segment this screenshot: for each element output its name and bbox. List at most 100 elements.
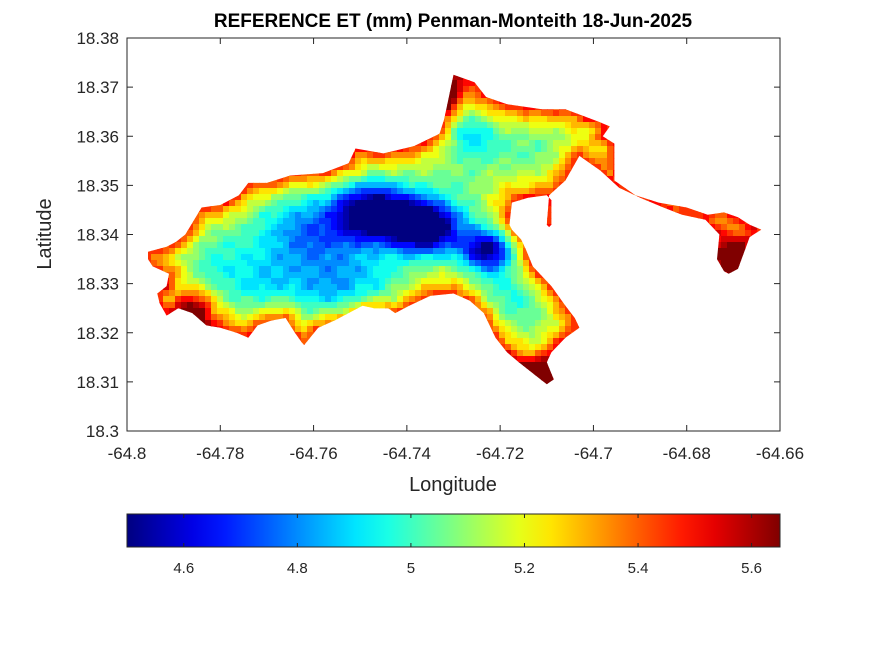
- et-cell: [457, 188, 464, 195]
- et-cell: [379, 188, 386, 195]
- et-cell: [445, 236, 452, 243]
- et-cell: [559, 308, 566, 315]
- et-cell: [451, 74, 458, 81]
- et-cell: [181, 254, 188, 261]
- et-cell: [319, 212, 326, 219]
- et-cell: [319, 302, 326, 309]
- et-cell: [343, 284, 350, 291]
- et-cell: [481, 92, 488, 99]
- et-cell: [439, 230, 446, 237]
- et-cell: [727, 212, 734, 219]
- et-cell: [511, 260, 518, 267]
- et-cell: [475, 236, 482, 243]
- et-cell: [559, 134, 566, 141]
- et-cell: [511, 290, 518, 297]
- et-cell: [235, 212, 242, 219]
- et-cell: [427, 236, 434, 243]
- et-cell: [271, 296, 278, 303]
- et-cell: [259, 182, 266, 189]
- et-cell: [505, 242, 512, 249]
- et-cell: [637, 194, 644, 201]
- et-cell: [385, 284, 392, 291]
- et-cell: [523, 116, 530, 123]
- et-cell: [373, 236, 380, 243]
- et-cell: [295, 212, 302, 219]
- et-cell: [241, 188, 248, 195]
- et-cell: [499, 332, 506, 339]
- et-cell: [517, 314, 524, 321]
- et-cell: [163, 302, 170, 309]
- et-cell: [535, 116, 542, 123]
- et-cell: [211, 242, 218, 249]
- et-cell: [403, 176, 410, 183]
- et-cell: [463, 206, 470, 213]
- et-cell: [283, 236, 290, 243]
- et-cell: [217, 278, 224, 285]
- et-cell: [361, 152, 368, 159]
- et-cell: [385, 170, 392, 177]
- et-cell: [433, 188, 440, 195]
- et-cell: [463, 98, 470, 105]
- et-cell: [301, 200, 308, 207]
- et-cell: [373, 182, 380, 189]
- et-cell: [349, 218, 356, 225]
- et-cell: [397, 188, 404, 195]
- et-cell: [391, 194, 398, 201]
- et-cell: [439, 272, 446, 279]
- et-cell: [553, 290, 560, 297]
- et-cell: [211, 236, 218, 243]
- et-cell: [511, 344, 518, 351]
- et-cell: [505, 116, 512, 123]
- et-cell: [499, 116, 506, 123]
- et-cell: [529, 338, 536, 345]
- et-cell: [307, 188, 314, 195]
- et-cell: [217, 290, 224, 297]
- et-cell: [439, 182, 446, 189]
- et-cell: [415, 290, 422, 297]
- et-cell: [301, 296, 308, 303]
- et-cell: [289, 278, 296, 285]
- et-cell: [475, 134, 482, 141]
- et-cell: [265, 308, 272, 315]
- et-cell: [481, 308, 488, 315]
- et-cell: [463, 140, 470, 147]
- et-cell: [229, 242, 236, 249]
- et-cell: [541, 116, 548, 123]
- et-cell: [217, 314, 224, 321]
- et-cell: [277, 194, 284, 201]
- et-cell: [469, 122, 476, 129]
- et-cell: [307, 242, 314, 249]
- et-cell: [445, 122, 452, 129]
- et-cell: [337, 224, 344, 231]
- et-cell: [433, 140, 440, 147]
- et-cell: [211, 266, 218, 273]
- et-cell: [211, 254, 218, 261]
- et-cell: [295, 254, 302, 261]
- et-cell: [553, 176, 560, 183]
- et-cell: [511, 332, 518, 339]
- et-cell: [157, 248, 164, 255]
- et-cell: [445, 272, 452, 279]
- et-cell: [259, 260, 266, 267]
- et-cell: [427, 254, 434, 261]
- et-cell: [301, 188, 308, 195]
- et-cell: [187, 224, 194, 231]
- et-cell: [283, 266, 290, 273]
- et-cell: [223, 236, 230, 243]
- et-cell: [457, 272, 464, 279]
- et-cell: [253, 248, 260, 255]
- et-cell: [307, 332, 314, 339]
- et-cell: [481, 164, 488, 171]
- et-cell: [421, 188, 428, 195]
- et-cell: [151, 254, 158, 261]
- et-cell: [487, 116, 494, 123]
- et-cell: [523, 302, 530, 309]
- et-cell: [421, 230, 428, 237]
- et-cell: [217, 284, 224, 291]
- et-cell: [391, 260, 398, 267]
- et-cell: [511, 128, 518, 135]
- et-cell: [319, 188, 326, 195]
- et-cell: [277, 254, 284, 261]
- et-cell: [349, 296, 356, 303]
- et-cell: [457, 284, 464, 291]
